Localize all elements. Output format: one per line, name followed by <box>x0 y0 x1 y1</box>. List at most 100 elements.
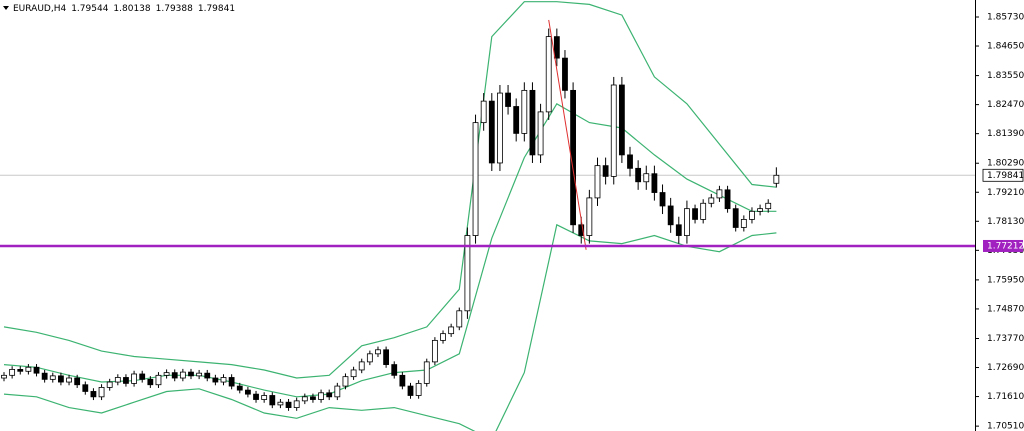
candle-body <box>497 92 503 164</box>
candle-body <box>602 165 609 177</box>
band-lower <box>3 223 777 431</box>
y-tick-label: 1.70510 <box>987 422 1024 431</box>
candle-body <box>293 400 300 408</box>
candle-body <box>700 202 707 220</box>
y-tick-label: 1.85730 <box>987 12 1024 22</box>
candle-body <box>448 326 455 335</box>
candle-body <box>58 375 64 383</box>
menu-arrow[interactable] <box>3 6 9 10</box>
symbol: EURAUD,H4 <box>13 4 66 14</box>
candle-body <box>188 371 194 377</box>
candle-body <box>464 235 471 312</box>
candle-body <box>25 366 32 372</box>
price-label: 1.79841 <box>987 171 1024 181</box>
candle-body <box>277 401 284 406</box>
candle-body <box>391 364 398 376</box>
candle-body <box>163 372 170 376</box>
level-label: 1.77212 <box>987 241 1024 251</box>
candle-body <box>204 372 211 379</box>
candle-body <box>732 208 739 228</box>
candle-body <box>659 192 666 207</box>
candle-body <box>749 210 755 220</box>
candle-body <box>350 369 357 378</box>
candle-body <box>9 369 16 376</box>
candle-body <box>114 377 121 383</box>
candle-body <box>98 387 105 398</box>
candle-body <box>74 377 81 386</box>
candle-body <box>334 385 341 398</box>
candle-body <box>66 377 72 383</box>
candle-body <box>610 84 617 177</box>
y-tick-label: 1.82470 <box>987 100 1024 110</box>
candle-body <box>545 36 552 113</box>
y-tick-label: 1.72690 <box>987 363 1024 373</box>
candle-body <box>358 361 365 371</box>
candle-body <box>440 333 446 341</box>
candle-body <box>740 219 747 228</box>
candle-body <box>236 385 243 391</box>
candle-body <box>342 376 349 387</box>
candle-body <box>684 208 690 236</box>
candle-body <box>147 378 154 386</box>
y-tick-label: 1.80290 <box>987 159 1024 169</box>
candle-body <box>90 391 97 398</box>
candle-body <box>724 189 731 210</box>
candle-body <box>407 385 414 396</box>
price-label-box <box>982 168 1024 182</box>
candle-body <box>562 57 568 91</box>
y-tick-label: 1.83550 <box>987 71 1024 81</box>
chart-header: EURAUD,H4 1.79544 1.80138 1.79388 1.79841 <box>13 4 235 14</box>
candle-body <box>301 396 308 402</box>
candle-body <box>505 92 511 107</box>
candle-body <box>383 349 390 365</box>
candle-body <box>171 372 178 379</box>
y-tick-label: 1.84650 <box>987 42 1024 52</box>
band-upper <box>3 1 777 379</box>
candle-body <box>537 111 544 156</box>
candle-body <box>667 205 674 226</box>
candle-body <box>627 154 633 169</box>
header-low: 1.79388 <box>156 4 193 14</box>
candle-body <box>480 100 487 124</box>
candle-body <box>415 382 422 396</box>
candle-body <box>261 395 268 400</box>
candle-body <box>692 208 698 220</box>
y-tick-label: 1.78130 <box>987 217 1024 227</box>
candle-body <box>618 84 625 156</box>
y-tick-label: 1.71610 <box>987 392 1024 402</box>
candle-body <box>513 106 520 134</box>
candle-body <box>1 374 7 379</box>
candle-body <box>326 392 333 398</box>
candle-body <box>472 122 479 236</box>
candle-body <box>131 373 137 384</box>
candle-body <box>651 173 658 193</box>
y-tick-label: 1.73770 <box>987 334 1024 344</box>
header-open: 1.79544 <box>71 4 108 14</box>
header-high: 1.80138 <box>113 4 150 14</box>
candle-body <box>586 197 593 236</box>
candle-body <box>33 366 40 374</box>
candle-body <box>529 89 536 156</box>
candle-body <box>253 393 259 400</box>
y-tick-label: 1.79210 <box>987 188 1024 198</box>
trend-line <box>548 19 587 250</box>
candle-body <box>423 361 430 384</box>
candle-body <box>49 375 56 380</box>
candle-body <box>708 197 715 204</box>
y-tick-label: 1.74870 <box>987 304 1024 314</box>
candle-body <box>139 373 146 380</box>
candle-body <box>244 389 251 395</box>
candle-body <box>399 374 406 387</box>
candle-body <box>643 173 650 183</box>
candle-body <box>196 372 203 377</box>
candle-body <box>310 396 316 400</box>
y-tick-label: 1.75950 <box>987 275 1024 285</box>
candle-body <box>123 377 129 384</box>
candle-body <box>228 377 235 387</box>
candle-body <box>179 371 186 379</box>
candle-body <box>765 202 772 210</box>
candle-body <box>318 392 324 400</box>
candle-body <box>212 377 219 383</box>
candle-body <box>285 401 292 408</box>
